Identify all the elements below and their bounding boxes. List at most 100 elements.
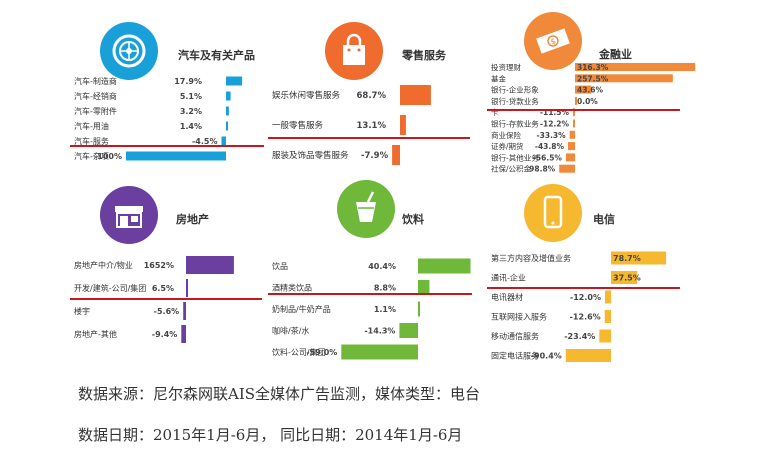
- panel-title-finance: 金融业: [599, 48, 632, 61]
- value-label: 3.2%: [180, 107, 202, 116]
- category-label: 移动通信服务: [491, 331, 539, 341]
- chart-canvas: 汽车-制造商 17.9% 汽车-经销商 5.1% 汽车-零附件 3.2% 汽车-用油 1.4%…: [70, 62, 696, 362]
- category-label: 汽车-制造商: [74, 76, 117, 86]
- bar: [226, 106, 229, 116]
- bar: [565, 153, 575, 162]
- category-label: 酒精类饮品: [272, 283, 312, 293]
- category-label: 房地产中介/物业: [74, 260, 133, 270]
- value-label: 1652%: [144, 261, 174, 270]
- category-label: 第三方内容及增值业务: [491, 253, 571, 263]
- mobile-phone-icon: [524, 184, 582, 242]
- value-label: 0.0%: [577, 97, 598, 106]
- bar: [418, 280, 430, 295]
- value-label: 68.7%: [357, 91, 387, 101]
- value-label: -14.3%: [364, 327, 395, 336]
- bar: [183, 302, 186, 320]
- storefront-icon: [100, 186, 158, 244]
- value-label: -43.8%: [535, 142, 565, 151]
- value-label: -5.6%: [154, 307, 180, 316]
- panel-title-beverage: 饮料: [402, 213, 424, 226]
- bar: [604, 310, 611, 323]
- bar: [400, 115, 406, 135]
- category-label: 娱乐休闲零售服务: [272, 90, 341, 101]
- value-label: -12.2%: [540, 120, 570, 129]
- value-label: -23.4%: [564, 332, 595, 341]
- data-date-note: 数据日期：2015年1月-6月， 同比日期：2014年1月-6月: [78, 426, 463, 444]
- category-label: 饮品: [272, 261, 288, 271]
- value-label: 8.8%: [374, 284, 396, 293]
- bar: [575, 63, 696, 71]
- panel-title-telecom: 电信: [593, 213, 615, 226]
- category-label: 银行-其他业务: [491, 152, 539, 162]
- panel-title-auto: 汽车及有关产品: [178, 49, 255, 62]
- category-label: 饮料-公司/集团: [272, 347, 326, 357]
- value-label: -7.9%: [361, 151, 389, 161]
- category-label: 汽车-零附件: [74, 106, 117, 116]
- value-label: -33.3%: [537, 131, 567, 140]
- bar: [573, 108, 575, 117]
- value-label: -11.5%: [540, 108, 570, 117]
- drink-cup-icon: [337, 180, 395, 238]
- bar: [605, 290, 611, 304]
- bar: [611, 271, 638, 284]
- bar: [126, 151, 226, 161]
- bar: [221, 136, 226, 146]
- money-icon: $: [524, 12, 582, 70]
- bar: [575, 74, 673, 83]
- category-label: 电讯器材: [491, 292, 523, 302]
- category-label: 咖啡/茶/水: [272, 326, 309, 336]
- category-label: 银行-企业形象: [491, 85, 539, 95]
- bar: [569, 130, 575, 139]
- value-label: 316.3%: [577, 63, 609, 72]
- category-label: 汽车-杂项: [74, 151, 109, 161]
- category-label: 通讯-企业: [491, 273, 526, 283]
- category-label: 证券/期货: [491, 141, 524, 151]
- value-label: 1.4%: [180, 122, 202, 131]
- bar: [599, 329, 611, 343]
- value-label: -9.4%: [152, 330, 178, 339]
- category-label: 固定电话服务: [491, 351, 539, 361]
- value-label: 5.1%: [180, 92, 202, 101]
- panel-title-realestate: 房地产: [176, 213, 209, 226]
- bar: [567, 142, 575, 151]
- category-label: 社保/公积金: [491, 164, 532, 174]
- bar: [418, 258, 471, 274]
- value-label: -56.5%: [533, 153, 563, 162]
- category-label: 汽车-经销商: [74, 91, 117, 101]
- category-label: 开发/建筑-公司/集团: [74, 283, 146, 293]
- value-label: 37.5%: [613, 274, 641, 283]
- bar: [186, 279, 188, 297]
- value-label: 17.9%: [174, 77, 202, 86]
- value-label: -12.6%: [570, 313, 601, 322]
- tire-icon: [100, 22, 158, 80]
- value-label: -59.0%: [306, 348, 337, 357]
- category-label: 银行-存款业务: [491, 119, 539, 129]
- category-label: 商业保险: [491, 130, 521, 140]
- category-label: 基金: [491, 73, 506, 83]
- bar: [575, 85, 592, 94]
- shopping-bag-icon: [325, 22, 383, 80]
- value-label: 1.1%: [374, 305, 396, 314]
- value-label: -90.4%: [531, 352, 562, 361]
- bar: [418, 301, 420, 317]
- value-label: -4.5%: [192, 137, 218, 146]
- svg-text:$: $: [549, 36, 557, 46]
- value-label: 98.8%: [529, 165, 556, 174]
- bar: [226, 76, 243, 86]
- bar: [559, 164, 575, 173]
- data-source-note: 数据来源：尼尔森网联AIS全媒体广告监测，媒体类型：电台: [78, 385, 481, 403]
- bar: [399, 323, 418, 338]
- value-label: -12.0%: [570, 293, 601, 302]
- value-label: -100%: [94, 152, 122, 161]
- category-label: 投资理财: [491, 62, 521, 72]
- bar: [186, 256, 234, 274]
- bar: [181, 325, 186, 343]
- bar: [392, 145, 400, 165]
- bar: [341, 344, 418, 360]
- category-label: 奶制品/牛奶产品: [272, 304, 331, 314]
- industry-growth-charts: $ 汽车及有关产品 零售服务 金融业 房地产 饮料 电信 汽车-制造商 17.9%…: [70, 12, 696, 362]
- category-label: 汽车-用油: [74, 121, 109, 131]
- bar: [573, 119, 575, 128]
- bar: [226, 121, 228, 131]
- category-label: 汽车-服务: [74, 136, 109, 146]
